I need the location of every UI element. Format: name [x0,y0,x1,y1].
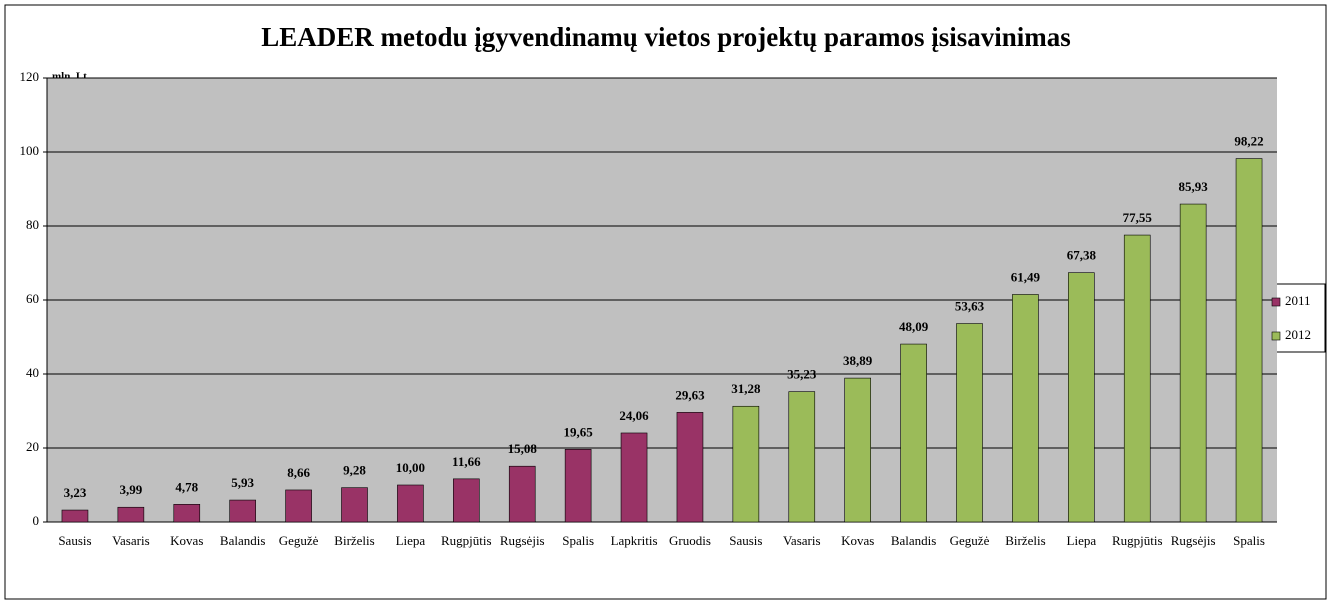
x-tick-label: Spalis [562,533,594,548]
data-label: 24,06 [619,408,649,423]
bar [620,432,648,523]
data-label: 35,23 [787,367,817,382]
legend-label: 2011 [1285,293,1311,308]
bar [285,489,312,523]
bar [117,506,145,523]
data-label: 11,66 [452,454,481,469]
bar [564,448,592,523]
y-tick-label: 0 [33,513,40,528]
data-label: 3,99 [119,482,142,497]
bar [1235,158,1263,523]
data-label: 98,22 [1234,134,1263,149]
y-tick-label: 60 [26,291,39,306]
chart-title: LEADER metodu įgyvendinamų vietos projek… [261,22,1071,52]
x-tick-label: Lapkritis [611,533,658,548]
bar [1123,234,1151,523]
bar [397,484,424,523]
bar [676,412,704,523]
data-label: 38,89 [843,353,873,368]
x-tick-label: Rugsėjis [500,533,545,548]
data-label: 4,78 [175,479,198,494]
bar [956,323,983,523]
data-label: 85,93 [1179,179,1209,194]
x-tick-label: Birželis [334,533,374,548]
x-tick-label: Birželis [1005,533,1045,548]
x-tick-label: Rugpjūtis [1112,533,1163,548]
data-label: 9,28 [343,463,366,478]
y-tick-label: 80 [26,217,39,232]
y-tick-label: 120 [20,69,40,84]
data-label: 3,23 [64,485,87,500]
data-label: 19,65 [564,424,594,439]
data-label: 10,00 [396,460,425,475]
bar [173,504,201,523]
x-tick-label: Kovas [170,533,203,548]
x-tick-label: Kovas [841,533,874,548]
x-tick-label: Sausis [729,533,762,548]
y-tick-label: 40 [26,365,39,380]
data-label: 53,63 [955,299,985,314]
data-label: 77,55 [1123,210,1153,225]
bar [453,478,480,523]
data-label: 48,09 [899,319,929,334]
bar [1179,203,1207,523]
bar [1068,272,1095,523]
bar [788,391,816,523]
data-label: 31,28 [731,381,761,396]
y-tick-label: 100 [20,143,40,158]
data-label: 29,63 [675,387,705,402]
x-tick-label: Gegužė [950,533,990,548]
x-tick-label: Balandis [891,533,937,548]
bar [341,487,368,523]
x-tick-label: Gruodis [669,533,711,548]
y-tick-label: 20 [26,439,39,454]
legend-swatch [1271,331,1281,341]
bar [732,405,760,523]
bar [900,343,927,523]
x-tick-label: Balandis [220,533,266,548]
bar [508,465,536,523]
x-tick-label: Rugsėjis [1171,533,1216,548]
x-tick-label: Liepa [1067,533,1097,548]
x-tick-label: Rugpjūtis [441,533,492,548]
x-tick-label: Spalis [1233,533,1265,548]
bar [229,499,256,523]
x-tick-label: Sausis [58,533,91,548]
data-label: 67,38 [1067,248,1097,263]
legend-swatch [1271,297,1281,307]
data-label: 61,49 [1011,269,1041,284]
data-label: 5,93 [231,475,254,490]
legend-label: 2012 [1285,327,1311,342]
x-tick-label: Liepa [396,533,426,548]
data-label: 8,66 [287,465,310,480]
x-tick-label: Vasaris [112,533,150,548]
x-tick-label: Gegužė [279,533,319,548]
data-label: 15,08 [508,441,538,456]
bar [1012,294,1039,523]
bar [61,509,89,523]
x-tick-label: Vasaris [783,533,821,548]
bar [844,377,871,523]
